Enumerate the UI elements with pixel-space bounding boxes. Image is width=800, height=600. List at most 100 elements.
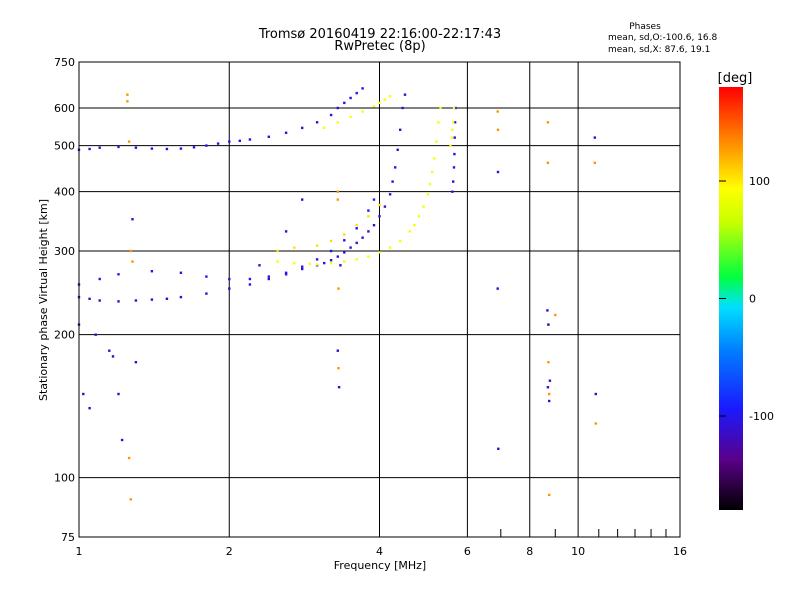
data-point bbox=[399, 128, 402, 131]
colorbar: [deg] -100 0 100 bbox=[718, 71, 774, 510]
y-tick-label: 750 bbox=[54, 56, 75, 69]
y-tick-label: 600 bbox=[54, 102, 75, 115]
data-point bbox=[179, 271, 183, 274]
data-point bbox=[88, 297, 91, 300]
data-point bbox=[355, 258, 358, 261]
data-point bbox=[355, 227, 358, 230]
data-point bbox=[276, 260, 279, 263]
data-point bbox=[394, 166, 397, 169]
colorbar-tick-label: 100 bbox=[749, 175, 770, 188]
data-point bbox=[88, 407, 91, 410]
data-point bbox=[452, 180, 455, 183]
x-tick-label: 2 bbox=[226, 545, 233, 558]
data-point bbox=[343, 260, 346, 263]
data-point bbox=[496, 110, 499, 113]
data-point bbox=[339, 264, 342, 267]
data-point bbox=[452, 166, 456, 169]
data-point bbox=[179, 295, 183, 299]
data-point bbox=[594, 392, 597, 396]
data-point bbox=[546, 161, 550, 164]
y-tick-label: 75 bbox=[61, 531, 75, 544]
data-point bbox=[134, 299, 138, 302]
data-point bbox=[372, 198, 376, 201]
data-point bbox=[391, 180, 394, 183]
data-point bbox=[117, 273, 120, 276]
data-point bbox=[117, 300, 120, 303]
data-point bbox=[496, 170, 500, 174]
data-point bbox=[336, 190, 339, 193]
data-point bbox=[453, 152, 456, 156]
data-point bbox=[361, 87, 364, 90]
data-point bbox=[323, 261, 326, 265]
data-point bbox=[301, 265, 304, 268]
data-point bbox=[343, 239, 346, 242]
data-point bbox=[383, 205, 387, 208]
data-point bbox=[437, 121, 440, 124]
data-point bbox=[378, 215, 381, 218]
data-point bbox=[355, 91, 358, 95]
data-point bbox=[205, 275, 208, 278]
data-point bbox=[126, 100, 129, 103]
data-point bbox=[378, 203, 381, 207]
data-point bbox=[546, 386, 550, 389]
data-point bbox=[315, 263, 319, 266]
phases-heading: Phases bbox=[629, 22, 661, 32]
data-point bbox=[422, 205, 425, 208]
data-point bbox=[315, 258, 319, 261]
colorbar-tick-label: -100 bbox=[749, 410, 774, 423]
data-point bbox=[496, 287, 499, 290]
data-point bbox=[98, 277, 101, 281]
data-point bbox=[329, 249, 333, 253]
y-tick-label: 100 bbox=[54, 472, 75, 485]
data-point bbox=[267, 277, 270, 281]
data-point bbox=[372, 224, 376, 227]
data-point bbox=[417, 215, 421, 218]
chart-title: Tromsø 20160419 22:16:00-22:17:43 bbox=[258, 27, 502, 42]
data-point bbox=[355, 241, 358, 245]
data-point bbox=[329, 239, 333, 243]
data-point bbox=[293, 246, 296, 249]
data-point bbox=[267, 135, 270, 138]
data-point bbox=[134, 361, 138, 364]
data-point bbox=[349, 115, 352, 118]
y-tick-label: 300 bbox=[54, 245, 75, 258]
data-point bbox=[293, 261, 296, 265]
data-point bbox=[150, 270, 154, 273]
data-point bbox=[426, 193, 430, 196]
data-point bbox=[547, 361, 550, 364]
data-point bbox=[349, 96, 352, 100]
data-point bbox=[276, 249, 279, 253]
data-point bbox=[248, 138, 252, 141]
data-point bbox=[117, 392, 120, 396]
data-point bbox=[367, 230, 370, 233]
x-tick-label: 8 bbox=[526, 545, 533, 558]
data-point bbox=[323, 126, 326, 130]
data-point bbox=[548, 392, 551, 396]
data-point bbox=[205, 292, 208, 295]
data-point bbox=[308, 262, 311, 265]
data-point bbox=[361, 110, 364, 113]
data-point bbox=[284, 273, 288, 276]
grid bbox=[78, 61, 681, 538]
data-point bbox=[131, 260, 134, 263]
data-point bbox=[593, 136, 596, 139]
data-point bbox=[349, 246, 352, 249]
data-point bbox=[452, 106, 456, 110]
data-point bbox=[120, 438, 124, 442]
data-point bbox=[131, 218, 134, 221]
data-point bbox=[408, 230, 411, 233]
data-point bbox=[439, 106, 442, 110]
data-point bbox=[301, 198, 304, 201]
data-point bbox=[399, 239, 402, 243]
data-point bbox=[378, 251, 381, 254]
data-point bbox=[497, 447, 500, 450]
data-point bbox=[336, 349, 339, 352]
y-tick-label: 400 bbox=[54, 186, 75, 199]
data-point bbox=[453, 136, 456, 139]
data-point bbox=[337, 386, 341, 389]
data-point bbox=[361, 236, 364, 239]
phase-stat-x: mean, sd,X: 87.6, 19.1 bbox=[608, 45, 711, 55]
data-point bbox=[546, 309, 549, 312]
y-tick-labels: 75 100 200 300 400 500 600 750 bbox=[54, 56, 75, 544]
